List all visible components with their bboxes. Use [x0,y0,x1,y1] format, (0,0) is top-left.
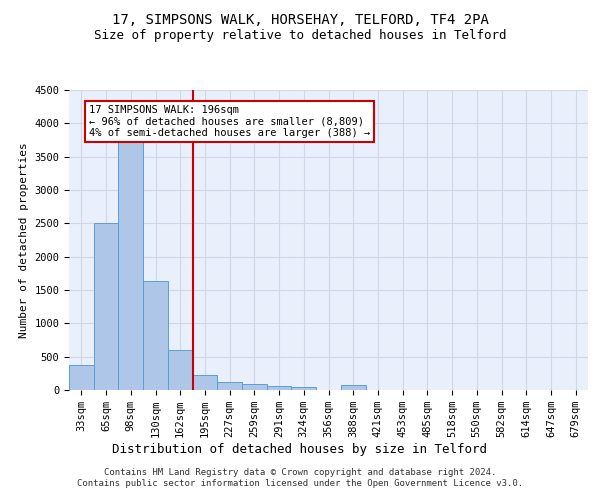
Bar [193,374,217,390]
Text: Size of property relative to detached houses in Telford: Size of property relative to detached ho… [94,29,506,42]
Text: 17 SIMPSONS WALK: 196sqm
← 96% of detached houses are smaller (8,809)
4% of semi: 17 SIMPSONS WALK: 196sqm ← 96% of detach… [89,104,370,138]
Text: Distribution of detached houses by size in Telford: Distribution of detached houses by size … [113,442,487,456]
Text: Contains HM Land Registry data © Crown copyright and database right 2024.
Contai: Contains HM Land Registry data © Crown c… [77,468,523,487]
Bar [267,386,292,390]
Text: 17, SIMPSONS WALK, HORSEHAY, TELFORD, TF4 2PA: 17, SIMPSONS WALK, HORSEHAY, TELFORD, TF… [112,12,488,26]
Bar [341,386,365,390]
Bar [242,384,267,390]
Bar [168,350,193,390]
Bar [217,382,242,390]
Y-axis label: Number of detached properties: Number of detached properties [19,142,29,338]
Bar [143,280,168,390]
Bar [94,224,118,390]
Bar [118,140,143,390]
Bar [69,366,94,390]
Bar [292,388,316,390]
